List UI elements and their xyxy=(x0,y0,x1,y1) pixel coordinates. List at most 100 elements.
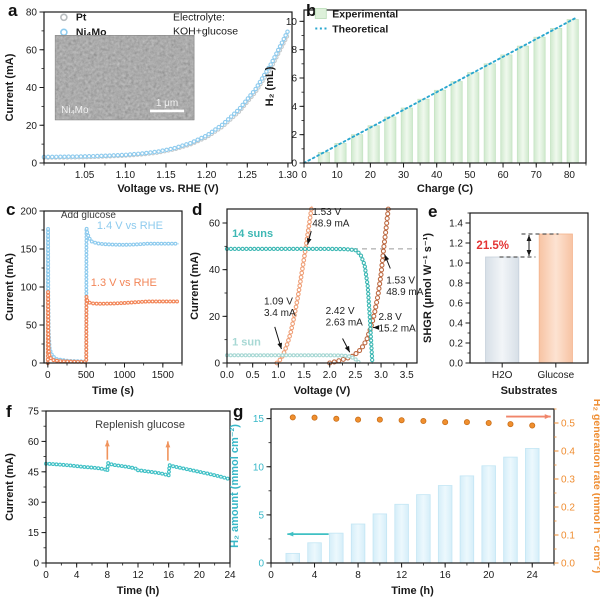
svg-text:8: 8 xyxy=(105,570,111,581)
svg-text:1000: 1000 xyxy=(113,370,136,381)
svg-text:1.3 V vs RHE: 1.3 V vs RHE xyxy=(91,277,157,289)
panel-f-chart: 0 4 8 12 16 20 24 0 15 30 45 60 75 Time (h) Current (m… xyxy=(4,407,236,598)
svg-text:2.8 V: 2.8 V xyxy=(378,312,402,323)
x-axis: 1.05 1.10 1.15 1.20 1.25 1.30 xyxy=(43,163,298,181)
svg-text:60: 60 xyxy=(209,219,221,230)
svg-text:30: 30 xyxy=(398,170,410,181)
svg-text:1.4 V vs RHE: 1.4 V vs RHE xyxy=(97,220,163,232)
svg-text:Glucose: Glucose xyxy=(537,370,574,381)
panel-e-chart: H2O Glucose 0.0 0.2 0.4 0.6 0.8 1.0 1.2 1.4 Substr… xyxy=(422,212,589,397)
series-14 suns xyxy=(224,246,375,364)
y-axis: 0.0 0.2 0.4 0.6 0.8 1.0 1.2 1.4 xyxy=(449,212,470,370)
svg-text:0: 0 xyxy=(214,359,220,370)
svg-text:20: 20 xyxy=(209,312,221,323)
svg-text:2: 2 xyxy=(291,130,297,141)
panel-g-chart: 0 4 8 12 16 20 24 0 5 10 15 0.0 0.1 0.2 0.3 0.4 0.5 Time … xyxy=(229,399,600,597)
svg-text:16: 16 xyxy=(440,570,452,581)
svg-text:15: 15 xyxy=(253,414,265,425)
svg-text:15: 15 xyxy=(28,528,40,539)
svg-text:80: 80 xyxy=(26,8,38,19)
svg-text:0.3: 0.3 xyxy=(561,475,575,486)
svg-text:Replenish glucose: Replenish glucose xyxy=(95,419,185,431)
y-axis: 0 5 10 15 xyxy=(253,414,271,570)
svg-text:2.5: 2.5 xyxy=(348,370,362,381)
sem-inset: Ni₄Mo 1 μm xyxy=(54,35,195,121)
panel-a-chart: 1.05 1.10 1.15 1.20 1.25 1.30020406080Voltage… xyxy=(4,8,298,196)
svg-text:1.10: 1.10 xyxy=(116,170,136,181)
svg-text:8: 8 xyxy=(291,45,297,56)
svg-text:H₂ amount (mmol cm⁻²): H₂ amount (mmol cm⁻²) xyxy=(229,424,241,548)
svg-text:Current (mA): Current (mA) xyxy=(189,252,201,320)
series-1.3 V vs RHE xyxy=(45,290,179,365)
svg-text:0.8: 0.8 xyxy=(449,279,463,290)
svg-text:10: 10 xyxy=(286,17,298,28)
x-axis: 0 4 8 12 16 20 24 xyxy=(43,563,236,581)
panel-g-letter: g xyxy=(233,402,244,421)
svg-text:12: 12 xyxy=(396,570,408,581)
series-Ni₄Mo xyxy=(41,29,290,160)
series-Theoretical xyxy=(303,16,577,164)
y-axis: 0 15 30 45 60 75 xyxy=(28,407,46,570)
svg-text:Ni₄Mo: Ni₄Mo xyxy=(61,105,89,116)
panel-d-letter: d xyxy=(192,200,203,219)
svg-text:H₂ generation rate (mmol h⁻¹ c: H₂ generation rate (mmol h⁻¹ cm⁻²) xyxy=(591,399,600,573)
svg-text:0: 0 xyxy=(45,370,51,381)
svg-text:3.4 mA: 3.4 mA xyxy=(264,308,296,319)
svg-text:16: 16 xyxy=(163,570,175,581)
svg-text:1.53 V: 1.53 V xyxy=(312,207,341,218)
svg-text:8: 8 xyxy=(355,570,361,581)
svg-text:0: 0 xyxy=(33,559,39,570)
svg-text:0.2: 0.2 xyxy=(449,339,463,350)
svg-text:0.0: 0.0 xyxy=(561,559,575,570)
svg-text:48.9 mA: 48.9 mA xyxy=(386,287,424,298)
legend: Experimental Theoretical xyxy=(314,8,398,36)
svg-text:1.0: 1.0 xyxy=(271,370,285,381)
svg-text:4: 4 xyxy=(312,570,318,581)
svg-text:1.4: 1.4 xyxy=(449,219,463,230)
svg-text:15.2 mA: 15.2 mA xyxy=(378,323,416,334)
series-rate xyxy=(289,414,536,429)
panel-c-chart: 0 500 1000 1500 0 50 100 150 200 Time (s) Current … xyxy=(4,207,183,397)
panel-a-letter: a xyxy=(8,1,18,20)
svg-text:1.25: 1.25 xyxy=(238,170,258,181)
svg-text:1 μm: 1 μm xyxy=(156,98,178,109)
svg-text:0: 0 xyxy=(291,159,297,170)
plot-frame xyxy=(45,410,231,564)
svg-text:10: 10 xyxy=(332,170,344,181)
panel-b-chart: 0 10 20 30 40 50 60 70 80 0 2 4 6 8 10 Charge (C) H₂ (mL… xyxy=(264,8,587,195)
plot-frame xyxy=(270,408,555,564)
svg-text:1.0: 1.0 xyxy=(449,259,463,270)
svg-text:Substrates: Substrates xyxy=(501,385,558,397)
svg-text:70: 70 xyxy=(531,170,543,181)
svg-text:0.5: 0.5 xyxy=(561,419,575,430)
svg-text:60: 60 xyxy=(497,170,509,181)
series-1 sun xyxy=(224,353,361,364)
svg-text:1.15: 1.15 xyxy=(156,170,176,181)
series-1.4 V vs RHE xyxy=(45,226,179,365)
series-current xyxy=(44,461,231,481)
svg-text:0.5: 0.5 xyxy=(246,370,260,381)
svg-text:50: 50 xyxy=(464,170,476,181)
svg-text:0.4: 0.4 xyxy=(561,447,575,458)
svg-text:6: 6 xyxy=(291,74,297,85)
plot-frame xyxy=(226,208,418,364)
svg-text:KOH+glucose: KOH+glucose xyxy=(173,25,238,37)
svg-text:40: 40 xyxy=(26,83,38,94)
svg-text:24: 24 xyxy=(527,570,539,581)
annotation: 2.8 V15.2 mA xyxy=(373,312,416,334)
panel-f-letter: f xyxy=(6,402,12,421)
svg-text:3.0: 3.0 xyxy=(374,370,388,381)
y-axis: 0 50 100 150 200 xyxy=(20,207,44,370)
svg-text:2.0: 2.0 xyxy=(323,370,337,381)
annotation: 1.53 V48.9 mA xyxy=(384,254,424,298)
svg-text:Charge (C): Charge (C) xyxy=(417,183,474,195)
svg-text:Pt: Pt xyxy=(76,11,87,23)
series-PV 1 cell xyxy=(274,205,314,366)
panel-c: 0 500 1000 1500 0 50 100 150 200 Time (s) Current … xyxy=(0,197,190,399)
svg-text:30: 30 xyxy=(28,498,40,509)
svg-text:Experimental: Experimental xyxy=(332,9,398,21)
panel-g: 0 4 8 12 16 20 24 0 5 10 15 0.0 0.1 0.2 0.3 0.4 0.5 Time … xyxy=(225,399,600,599)
svg-text:0: 0 xyxy=(43,570,49,581)
svg-text:2.63 mA: 2.63 mA xyxy=(326,318,364,329)
